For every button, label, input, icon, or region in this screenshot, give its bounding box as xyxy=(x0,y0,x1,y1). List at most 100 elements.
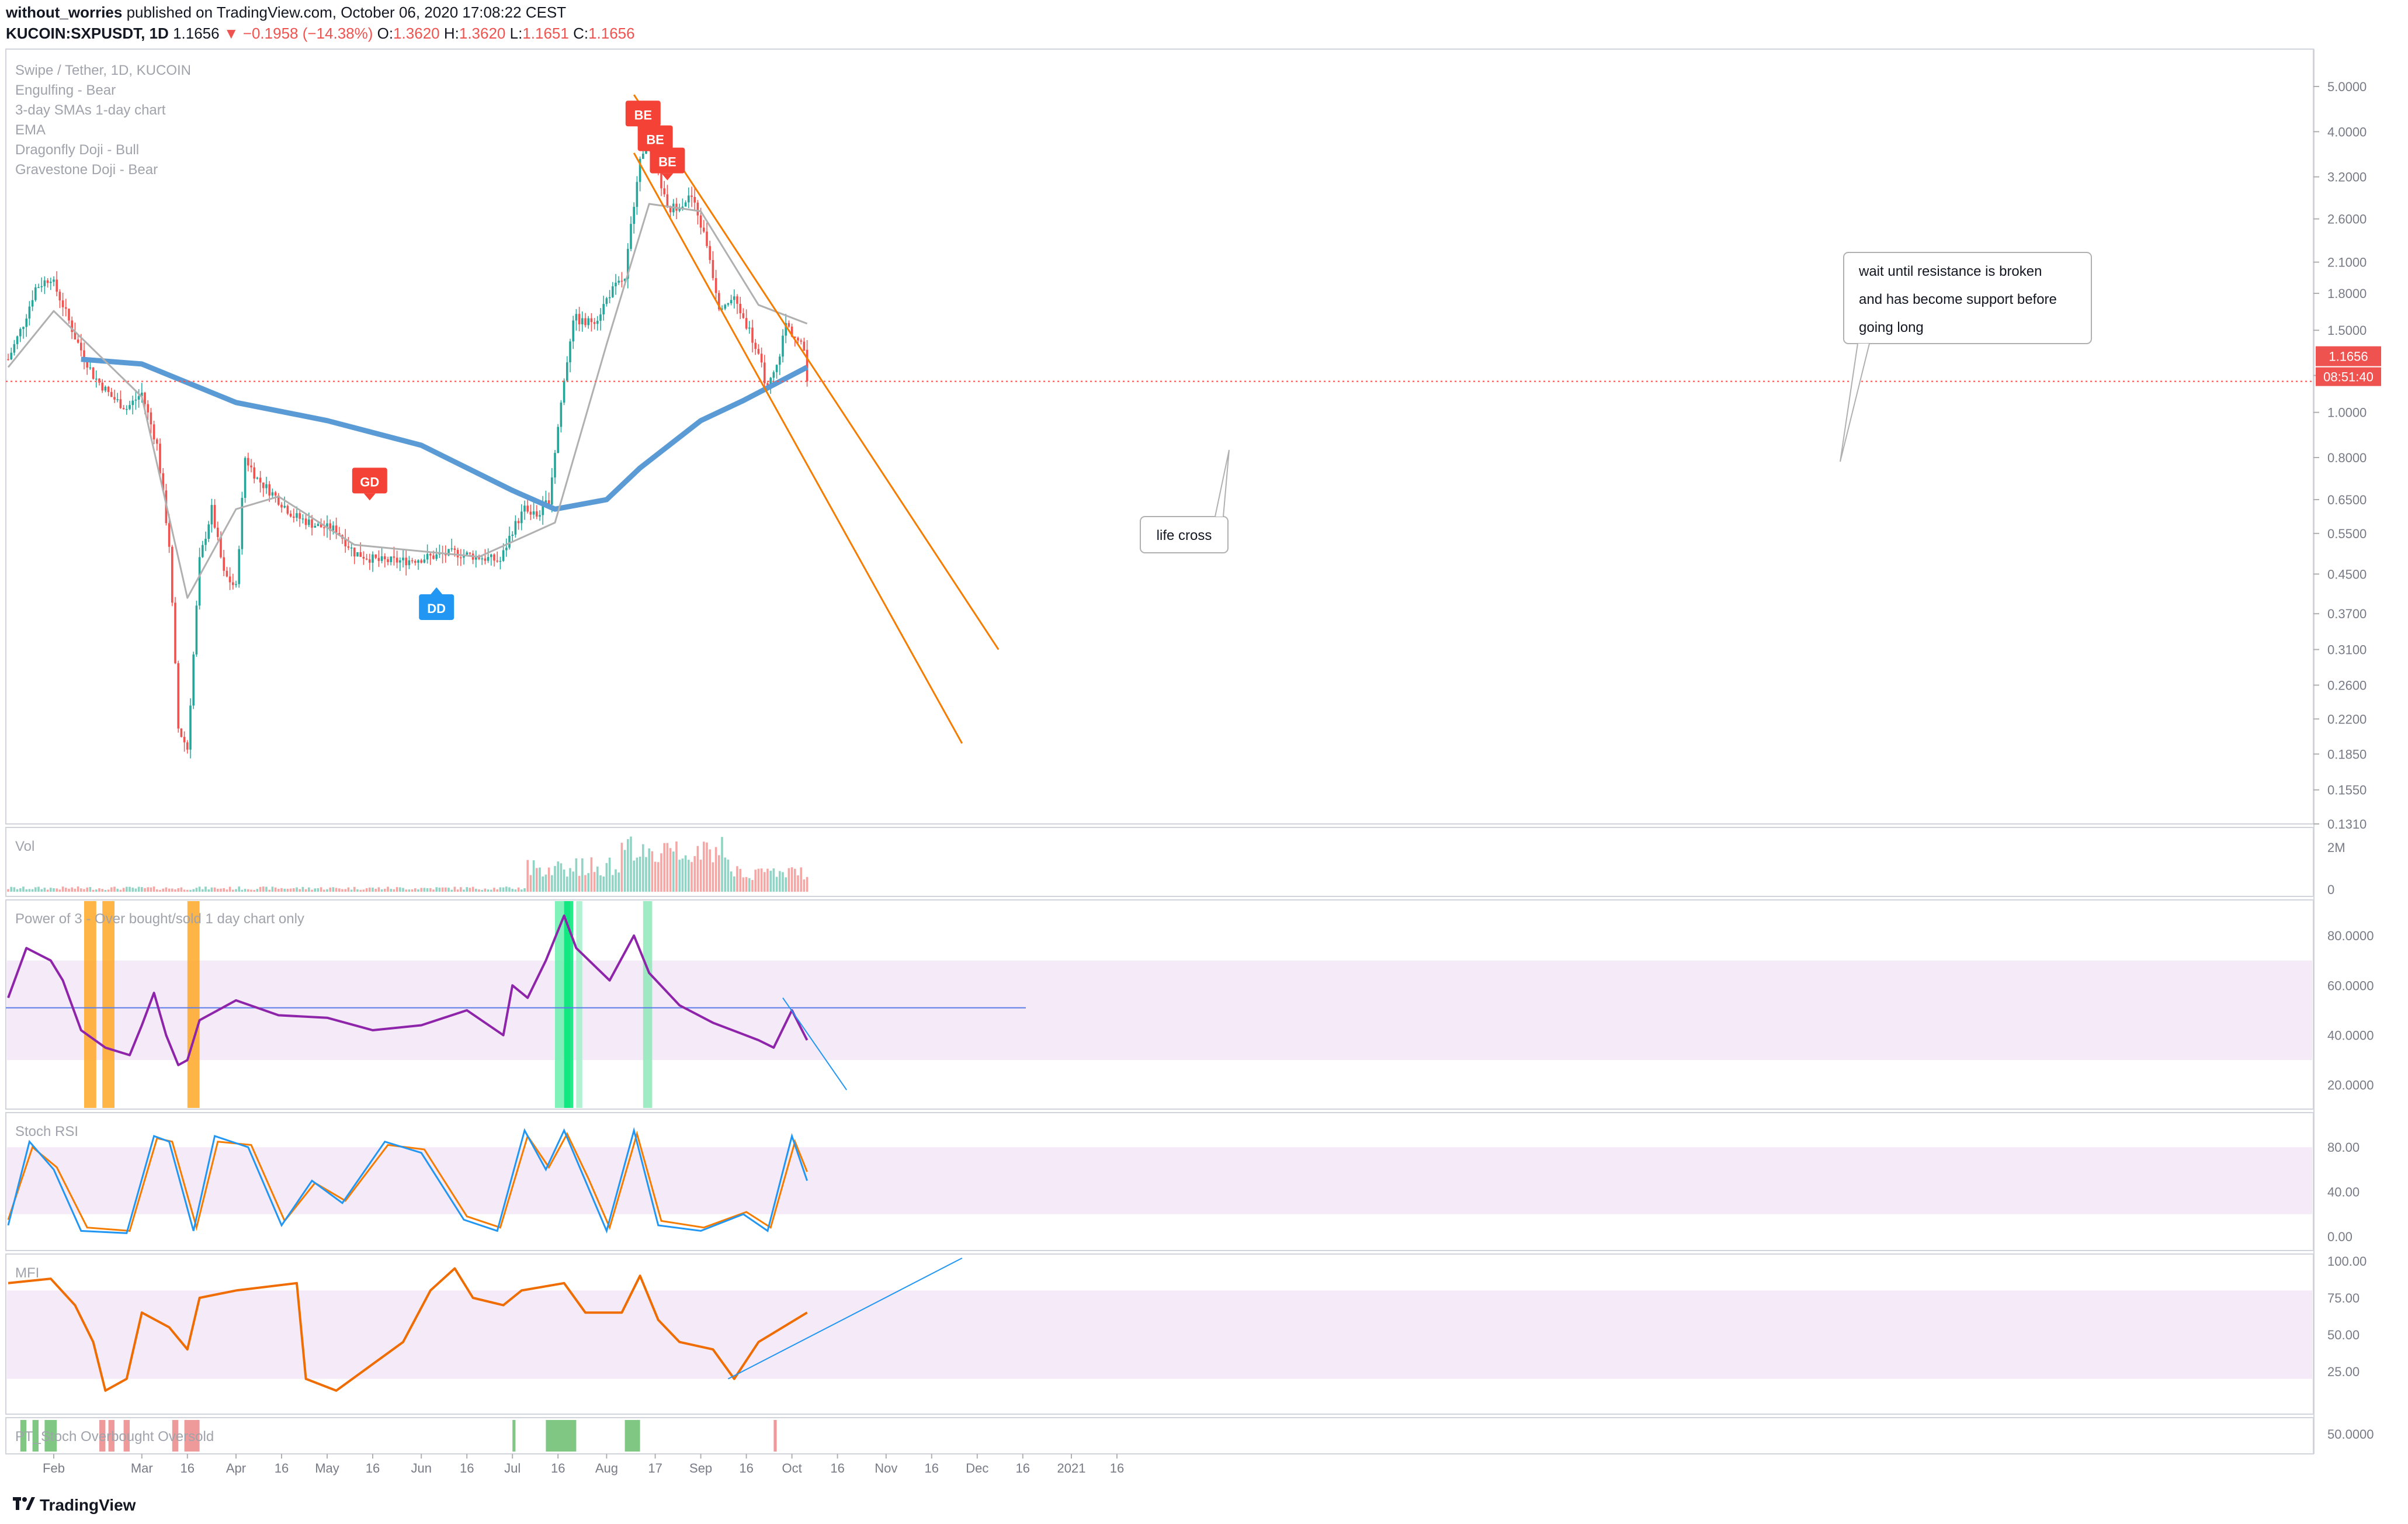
chart-header: without_worries published on TradingView… xyxy=(0,0,2408,47)
volume-bar xyxy=(171,888,174,892)
volume-bar xyxy=(220,888,222,892)
candle-body xyxy=(256,477,259,479)
volume-bar xyxy=(356,889,359,892)
timer-badge xyxy=(2316,367,2381,386)
volume-bar xyxy=(475,888,477,892)
candle-body xyxy=(699,215,702,228)
pt-signal-block xyxy=(20,1420,27,1452)
price-pane[interactable]: GD DD BE BE BE wait until resistance is broke… xyxy=(6,94,2313,758)
power-title: Power of 3 - Over bought/sold 1 day char… xyxy=(15,911,304,927)
volume-bar xyxy=(785,877,787,892)
candle-body xyxy=(183,736,186,743)
volume-bar xyxy=(268,889,270,892)
candle-body xyxy=(43,280,46,286)
volume-bar xyxy=(250,889,252,892)
candle-body xyxy=(790,326,793,337)
candle-body xyxy=(745,318,748,329)
symbol-label: KUCOIN:SXPUSDT, 1D xyxy=(6,25,169,42)
candle-body xyxy=(53,279,55,282)
volume-bar xyxy=(742,877,745,892)
power-tick-label: 40.0000 xyxy=(2327,1028,2374,1043)
pane-main xyxy=(5,49,2314,825)
volume-bar xyxy=(469,888,471,892)
volume-bar xyxy=(283,888,286,892)
chart-canvas[interactable]: GD DD BE BE BE wait until resistance is broke… xyxy=(0,47,2408,1489)
volume-bar xyxy=(217,888,219,892)
signal-highlight xyxy=(84,901,96,1108)
candle-body xyxy=(380,556,383,561)
volume-bar xyxy=(453,886,456,892)
candle-body xyxy=(484,558,487,561)
volume-bar xyxy=(198,886,201,892)
candle-body xyxy=(34,287,37,300)
candle-body xyxy=(423,559,426,563)
candle-body xyxy=(55,279,58,292)
time-tick-label: Sep xyxy=(689,1461,712,1475)
candle-body xyxy=(775,365,778,372)
power-tick-label: 60.0000 xyxy=(2327,978,2374,993)
candle-body xyxy=(228,576,231,583)
time-tick-label: 16 xyxy=(460,1461,474,1475)
volume-bar xyxy=(377,887,380,892)
candle-body xyxy=(247,458,249,466)
volume-bar xyxy=(560,863,563,892)
time-tick-label: 16 xyxy=(1016,1461,1030,1475)
candle-body xyxy=(739,303,741,314)
callout-text: wait until resistance is broken xyxy=(1858,264,2042,279)
candle-body xyxy=(223,557,225,571)
price-tick-label: 5.0000 xyxy=(2327,79,2367,94)
candle-body xyxy=(177,663,179,729)
candle-body xyxy=(217,527,219,537)
price-badge-text: 1.1656 xyxy=(2329,349,2368,364)
candle-body xyxy=(709,246,711,260)
price-axis[interactable]: 5.0000 4.0000 3.2000 2.6000 2.1000 1.8000 1.50… xyxy=(2313,79,2381,1442)
candle-body xyxy=(547,500,550,505)
candle-body xyxy=(557,427,559,453)
mfi-tick-label: 50.00 xyxy=(2327,1328,2360,1342)
candle-body xyxy=(772,372,775,378)
candle-body xyxy=(390,556,392,562)
volume-bar xyxy=(721,837,723,892)
volume-bar xyxy=(408,889,411,892)
candle-body xyxy=(104,386,107,391)
volume-bar xyxy=(265,886,268,892)
pane-backgrounds xyxy=(5,49,2315,1454)
candle-body xyxy=(101,382,103,391)
tradingview-brand[interactable]: TradingView xyxy=(40,1496,136,1514)
candle-body xyxy=(171,546,174,603)
time-axis[interactable]: Feb Mar 16 Apr 16 May 16 Jun 16 Jul 16 Aug 17 Sep 16 Oc… xyxy=(6,1453,2313,1475)
candle-body xyxy=(253,467,255,479)
author-name[interactable]: without_worries xyxy=(6,4,123,21)
volume-bar xyxy=(411,889,414,892)
stoch-title: Stoch RSI xyxy=(15,1124,78,1139)
candle-body xyxy=(663,188,665,195)
pt-signal-block xyxy=(546,1420,577,1452)
pt-signal-block xyxy=(123,1420,130,1452)
tradingview-logo-icon[interactable] xyxy=(12,1495,35,1512)
candle-body xyxy=(578,314,581,325)
candle-body xyxy=(636,182,639,207)
price-tick-label: 0.5500 xyxy=(2327,527,2367,541)
volume-bar xyxy=(387,886,389,892)
volume-bar xyxy=(232,889,234,892)
time-tick-label: Mar xyxy=(131,1461,153,1475)
volume-bar xyxy=(326,889,328,892)
volume-bar xyxy=(131,887,134,892)
candle-body xyxy=(95,378,98,380)
stoch-d-line xyxy=(7,1130,808,1232)
candle-body xyxy=(195,605,198,654)
volume-bar xyxy=(554,865,556,892)
volume-tick-label: 0 xyxy=(2327,882,2334,897)
published-text: published on TradingView.com, October 06… xyxy=(126,4,567,21)
volume-bar xyxy=(751,879,754,892)
price-tick-label: 0.1850 xyxy=(2327,747,2367,761)
open-label: O: xyxy=(377,25,394,42)
candle-body xyxy=(86,360,88,368)
close-label: C: xyxy=(573,25,589,42)
mfi-line xyxy=(8,1267,808,1392)
signal-highlight xyxy=(187,901,200,1108)
candle-body xyxy=(405,557,407,566)
volume-bar xyxy=(55,888,58,892)
time-tick-label: Feb xyxy=(43,1461,65,1475)
legend-study: 3-day SMAs 1-day chart xyxy=(15,102,166,118)
